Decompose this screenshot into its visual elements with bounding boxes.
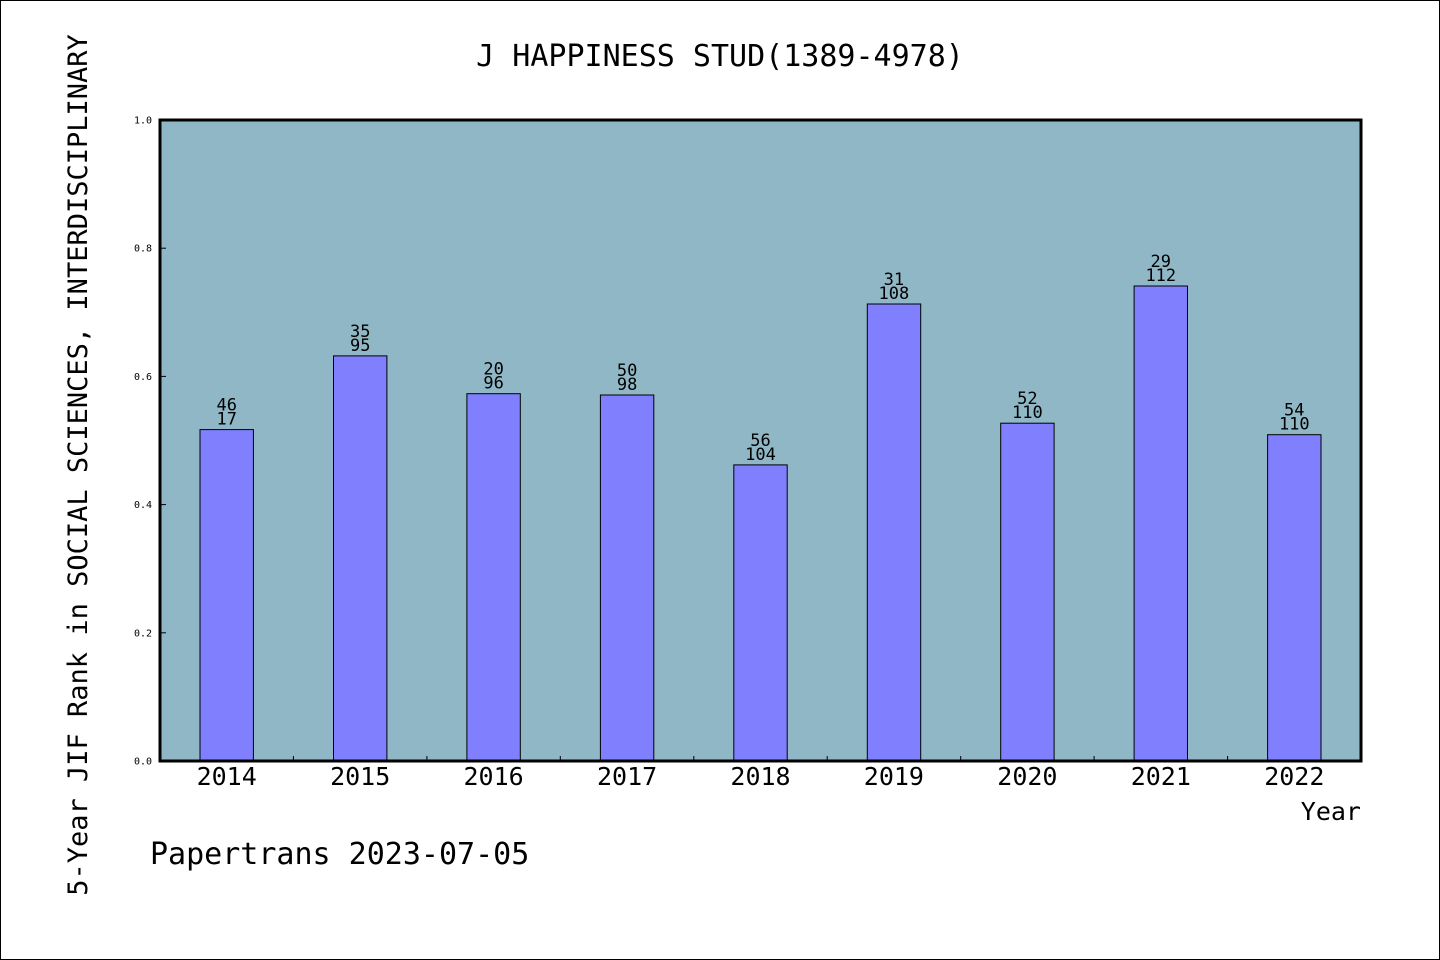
bar-label-bottom-2022: 110 bbox=[1279, 415, 1310, 435]
y-tick-label-1.0: 1.0 bbox=[134, 116, 152, 127]
x-tick-label-2014: 2014 bbox=[197, 762, 257, 791]
y-tick-label-0.6: 0.6 bbox=[134, 372, 152, 383]
bar-label-bottom-2020: 110 bbox=[1012, 403, 1043, 423]
bar-label-top-2022: 54 bbox=[1284, 401, 1304, 421]
bar-label-top-2014: 46 bbox=[216, 396, 236, 416]
bar-label-top-2021: 29 bbox=[1151, 252, 1171, 272]
x-tick-label-2017: 2017 bbox=[597, 762, 657, 791]
bar-2019 bbox=[866, 303, 922, 762]
bar-2017 bbox=[599, 394, 655, 762]
y-axis-label: 5-Year JIF Rank in SOCIAL SCIENCES, INTE… bbox=[63, 34, 94, 896]
bar-2015 bbox=[333, 355, 388, 762]
bar-label-top-2015: 35 bbox=[350, 322, 370, 342]
bar-2016 bbox=[466, 393, 521, 762]
x-tick-label-2015: 2015 bbox=[330, 762, 390, 791]
plot-border bbox=[158, 118, 1363, 763]
bar-label-bottom-2018: 104 bbox=[745, 445, 776, 465]
bar-label-top-2019: 31 bbox=[884, 270, 904, 290]
x-axis-label: Year bbox=[1301, 797, 1361, 826]
bar-label-bottom-2021: 112 bbox=[1145, 266, 1176, 286]
bar-labels-layer: 4617359520965098561043110852110291125411… bbox=[216, 252, 1309, 465]
bar-label-bottom-2015: 95 bbox=[350, 336, 370, 356]
x-tick-label-2016: 2016 bbox=[463, 762, 523, 791]
bar-label-top-2018: 56 bbox=[750, 431, 770, 451]
bar-2022 bbox=[1267, 434, 1322, 762]
x-tick-label-2019: 2019 bbox=[864, 762, 924, 791]
bar-label-bottom-2019: 108 bbox=[879, 284, 910, 304]
x-tick-label-2022: 2022 bbox=[1264, 762, 1324, 791]
bar-2018 bbox=[733, 464, 788, 762]
x-axis: 2014 2015 2016 2017 2018 2019 2020 2021 2022 bbox=[197, 756, 1324, 791]
y-tick-label-0.2: 0.2 bbox=[134, 628, 152, 639]
bar-label-bottom-2017: 98 bbox=[617, 375, 637, 395]
bar-label-bottom-2016: 96 bbox=[483, 374, 503, 394]
x-tick-label-2018: 2018 bbox=[730, 762, 790, 791]
x-tick-label-2021: 2021 bbox=[1131, 762, 1191, 791]
x-tick-label-2020: 2020 bbox=[997, 762, 1057, 791]
y-tick-label-0.4: 0.4 bbox=[134, 500, 152, 511]
bar-label-top-2016: 20 bbox=[483, 360, 503, 380]
chart-title: J HAPPINESS STUD(1389-4978) bbox=[476, 39, 964, 74]
bar-2021 bbox=[1133, 285, 1188, 762]
bar-label-top-2017: 50 bbox=[617, 361, 637, 381]
y-tick-label-0.0: 0.0 bbox=[134, 757, 152, 768]
bar-2020 bbox=[1000, 422, 1055, 762]
y-tick-label-0.8: 0.8 bbox=[134, 244, 152, 255]
bars-layer bbox=[199, 285, 1322, 762]
bar-label-top-2020: 52 bbox=[1017, 389, 1037, 409]
footer-watermark: Papertrans 2023-07-05 bbox=[150, 837, 529, 872]
bar-label-bottom-2014: 17 bbox=[216, 410, 236, 430]
bar-2014 bbox=[199, 429, 254, 762]
